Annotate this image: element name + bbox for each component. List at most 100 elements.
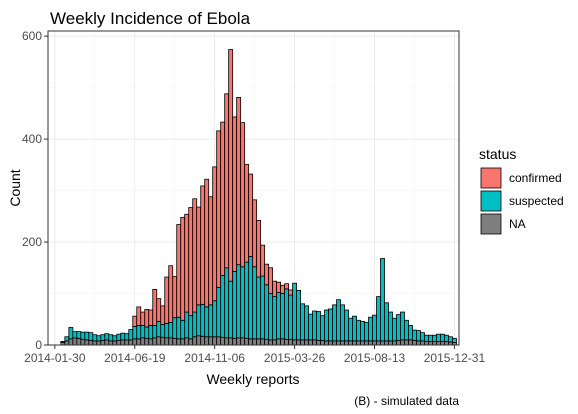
bar-suspected (272, 296, 278, 341)
bar-confirmed (256, 220, 262, 278)
bar-na (352, 340, 357, 346)
bar-suspected (352, 315, 357, 342)
bar-na (160, 336, 166, 346)
y-tick-label: 600 (22, 29, 42, 43)
legend-title: status (479, 146, 516, 162)
bar-suspected (176, 316, 182, 340)
bar-suspected (84, 331, 90, 341)
bar-suspected (124, 333, 130, 341)
bar-suspected (368, 316, 373, 342)
y-tick-label: 200 (22, 235, 42, 249)
bar-suspected (280, 293, 286, 340)
bar-na (132, 338, 138, 346)
bar-suspected (140, 325, 146, 339)
bar-suspected (88, 332, 94, 341)
bar-na (340, 340, 345, 346)
bar-na (348, 340, 353, 346)
bar-na (112, 340, 118, 346)
bar-suspected (128, 329, 134, 341)
bar-na (360, 340, 365, 346)
bar-suspected (136, 325, 142, 340)
bar-confirmed (248, 173, 254, 257)
bar-confirmed (164, 276, 170, 324)
bar-suspected (100, 334, 106, 341)
bar-na (164, 337, 170, 346)
bar-confirmed (176, 224, 182, 318)
bar-suspected (116, 333, 122, 341)
bar-suspected (200, 303, 206, 337)
bar-na (84, 339, 90, 346)
bar-suspected (208, 304, 214, 338)
y-tick-label: 0 (35, 338, 42, 352)
bar-na (364, 340, 369, 346)
bar-confirmed (232, 116, 238, 272)
bar-na (68, 338, 74, 346)
bar-suspected (248, 256, 254, 340)
bar-na (232, 337, 238, 346)
bar-suspected (144, 326, 150, 339)
bar-suspected (276, 292, 282, 340)
bar-suspected (224, 267, 230, 339)
bar-na (324, 340, 329, 346)
bar-na (168, 337, 174, 346)
bar-na (264, 338, 270, 346)
bar-suspected (440, 333, 445, 342)
bar-suspected (424, 334, 429, 342)
bar-confirmed (148, 309, 154, 326)
bar-suspected (316, 311, 321, 341)
bar-suspected (76, 331, 82, 339)
bar-confirmed (180, 216, 186, 321)
bar-suspected (232, 270, 238, 339)
bar-na (328, 340, 333, 346)
bar-na (220, 336, 226, 346)
bar-suspected (404, 319, 409, 341)
bar-na (336, 340, 341, 346)
bar-suspected (264, 284, 270, 340)
bar-suspected (312, 310, 317, 341)
bar-confirmed (212, 166, 218, 302)
bar-na (272, 339, 278, 346)
bar-suspected (384, 302, 389, 342)
bar-suspected (244, 261, 250, 339)
bar-na (88, 339, 94, 346)
bar-na (276, 338, 282, 346)
bar-na (376, 340, 381, 346)
bar-na (104, 339, 110, 346)
bar-suspected (132, 326, 138, 340)
bar-suspected (372, 314, 377, 342)
bar-suspected (408, 325, 413, 341)
bar-suspected (360, 320, 365, 342)
bar-na (244, 337, 250, 346)
bar-confirmed (156, 298, 162, 322)
bar-na (396, 339, 401, 346)
bar-na (212, 336, 218, 346)
x-tick-label: 2014-11-06 (184, 351, 245, 365)
bar-na (76, 337, 82, 346)
bar-suspected (388, 311, 393, 342)
bar-confirmed (272, 280, 278, 298)
bar-suspected (112, 335, 118, 342)
bar-suspected (164, 322, 170, 339)
bar-suspected (428, 334, 433, 342)
bar-na (180, 338, 186, 346)
legend-key-suspected (480, 190, 502, 212)
bar-na (80, 338, 86, 346)
bar-suspected (340, 304, 345, 342)
bar-suspected (240, 266, 246, 339)
bar-na (192, 336, 198, 346)
bar-na (300, 339, 305, 346)
bar-suspected (344, 309, 349, 342)
bar-confirmed (184, 213, 190, 313)
bar-suspected (380, 258, 385, 342)
bar-suspected (180, 319, 186, 340)
bar-na (148, 338, 154, 346)
bar-suspected (260, 275, 266, 340)
bar-confirmed (152, 289, 158, 326)
bar-na (124, 339, 130, 346)
bar-confirmed (276, 281, 282, 293)
bar-suspected (216, 286, 222, 338)
bar-suspected (160, 324, 166, 338)
bar-na (312, 339, 317, 346)
bar-na (420, 340, 425, 346)
bar-confirmed (264, 263, 270, 286)
